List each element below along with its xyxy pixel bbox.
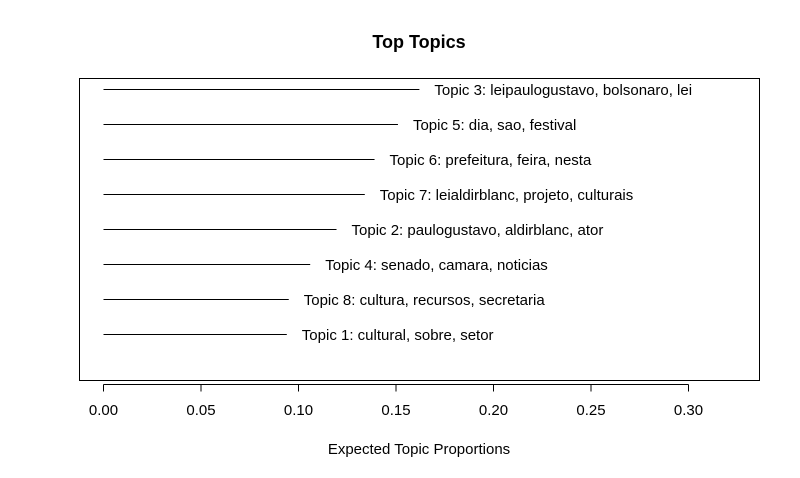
x-tick-label: 0.25 xyxy=(576,402,605,419)
x-axis-label: Expected Topic Proportions xyxy=(328,441,510,458)
x-ticks-group: 0.00 0.05 0.10 0.15 0.20 0.25 0.30 xyxy=(89,384,703,419)
x-tick-label: 0.05 xyxy=(186,402,215,419)
bars-group: Topic 3: leipaulogustavo, bolsonaro, lei… xyxy=(103,82,692,344)
bar-label: Topic 6: prefeitura, feira, nesta xyxy=(390,152,592,169)
x-tick-label: 0.30 xyxy=(674,402,703,419)
bar-label: Topic 1: cultural, sobre, setor xyxy=(302,327,494,344)
bar-label: Topic 4: senado, camara, noticias xyxy=(325,257,548,274)
x-tick-label: 0.00 xyxy=(89,402,118,419)
chart-title: Top Topics xyxy=(372,32,465,52)
bar-label: Topic 8: cultura, recursos, secretaria xyxy=(304,292,546,309)
x-tick-label: 0.20 xyxy=(479,402,508,419)
x-tick-label: 0.10 xyxy=(284,402,313,419)
x-tick-label: 0.15 xyxy=(381,402,410,419)
bar-label: Topic 7: leialdirblanc, projeto, cultura… xyxy=(380,187,633,204)
plot-frame xyxy=(79,78,760,381)
bar-label: Topic 2: paulogustavo, aldirblanc, ator xyxy=(352,222,604,239)
bar-label: Topic 5: dia, sao, festival xyxy=(413,117,576,134)
bar-label: Topic 3: leipaulogustavo, bolsonaro, lei xyxy=(434,82,692,99)
